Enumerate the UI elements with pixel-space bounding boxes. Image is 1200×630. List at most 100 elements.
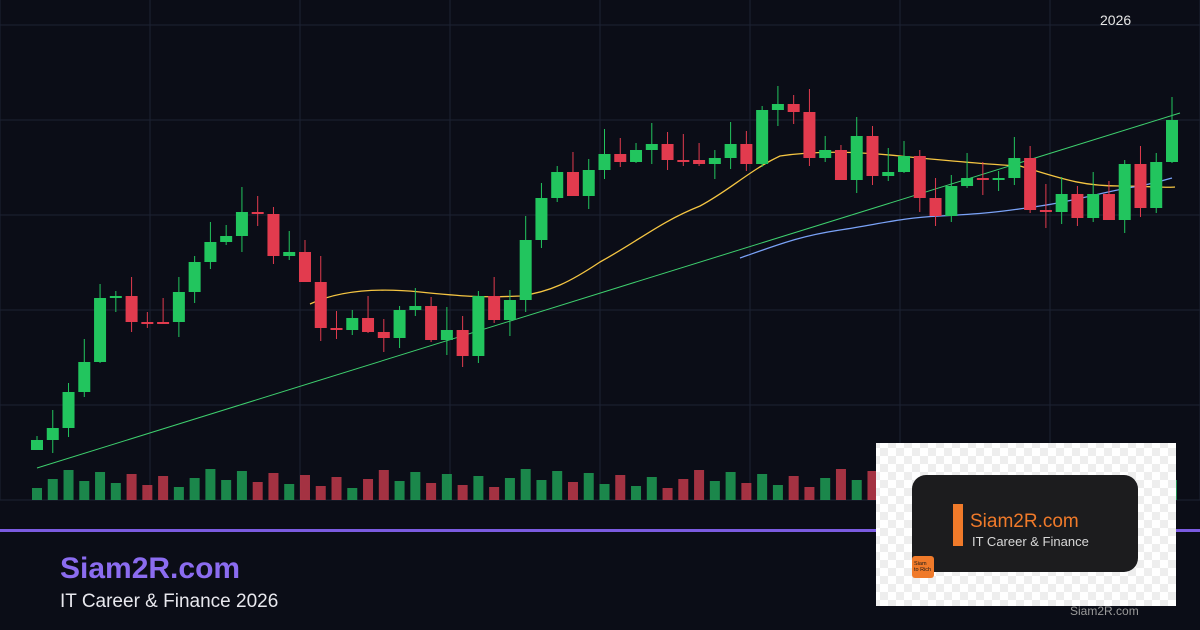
logo-icon-text: to Rich: [914, 567, 931, 573]
candle-body: [645, 144, 658, 150]
candle-body: [94, 298, 107, 362]
volume-bar: [331, 477, 342, 500]
candle-body: [834, 150, 847, 180]
candle-body: [693, 160, 706, 164]
volume-bar: [173, 487, 184, 500]
candle-body: [1087, 194, 1100, 218]
volume-bar: [378, 470, 389, 500]
candle-body: [1134, 164, 1147, 208]
moving-average-slow: [309, 151, 1176, 305]
candle-body: [1166, 120, 1178, 162]
candle-body: [882, 172, 895, 176]
brand-tagline: IT Career & Finance 2026: [60, 591, 278, 612]
candle-body: [157, 322, 170, 324]
candle-body: [488, 296, 501, 320]
candle-body: [1024, 158, 1037, 210]
volume-bar: [32, 488, 42, 500]
candle-body: [1008, 158, 1021, 178]
volume-bar: [631, 486, 642, 500]
volume-bar: [552, 471, 563, 500]
candle-body: [109, 296, 122, 298]
volume-bar: [583, 473, 594, 500]
candle-body: [235, 212, 248, 236]
candle-body: [503, 300, 516, 320]
volume-bar: [441, 474, 452, 500]
candle-body: [961, 178, 974, 186]
divider: [0, 529, 1200, 532]
logo-panel: [912, 475, 1138, 572]
volume-bar: [757, 474, 768, 500]
volume-bar: [158, 476, 169, 500]
logo-subtitle: IT Career & Finance: [972, 534, 1089, 549]
trend-line: [36, 112, 1181, 469]
candle-body: [913, 156, 926, 198]
candle-body: [551, 172, 564, 198]
candle-body: [519, 240, 532, 300]
candle-body: [141, 322, 154, 324]
volume-bar: [788, 476, 799, 500]
volume-bar: [804, 487, 815, 500]
volume-bar: [394, 481, 405, 500]
candle-body: [125, 296, 138, 322]
candle-body: [1102, 194, 1115, 220]
logo-icon: [912, 556, 934, 578]
volume-bar: [725, 472, 736, 500]
volume-bar: [678, 479, 689, 500]
candle-body: [472, 296, 485, 356]
candle-body: [819, 150, 832, 158]
candle-body: [740, 144, 753, 164]
candle-body: [756, 110, 769, 164]
candles: [31, 86, 1178, 453]
volume-bar: [299, 475, 310, 500]
candle-body: [677, 160, 690, 162]
candle-body: [31, 440, 43, 450]
candle-body: [393, 310, 406, 338]
candle-body: [283, 252, 296, 256]
volume-bar: [63, 470, 74, 500]
volume-bar: [205, 469, 216, 500]
candle-body: [724, 144, 737, 158]
volume-bar: [126, 474, 137, 500]
volume-bar: [504, 478, 515, 500]
candle-body: [220, 236, 233, 242]
candle-body: [945, 186, 958, 216]
candle-body: [251, 212, 264, 214]
candle-body: [787, 104, 800, 112]
candle-body: [1150, 162, 1163, 208]
candle-body: [425, 306, 438, 340]
candle-body: [535, 198, 548, 240]
candle-body: [614, 154, 627, 162]
volume-bar: [189, 478, 200, 500]
logo-title: Siam2R.com: [970, 511, 1079, 532]
volume-bar: [835, 469, 846, 500]
logo-icon-text: Siam: [914, 561, 927, 567]
volume-bar: [694, 470, 705, 500]
volume-bar: [741, 483, 752, 500]
volume-bar: [221, 480, 232, 500]
year-label: 2026: [1100, 12, 1131, 28]
candle-body: [1039, 210, 1052, 212]
volume-bar: [489, 487, 500, 500]
watermark: Siam2R.com: [1070, 604, 1139, 618]
candle-body: [598, 154, 611, 170]
candle-body: [330, 328, 343, 330]
volume-bar: [142, 485, 153, 500]
candle-body: [976, 178, 989, 180]
candle-body: [992, 178, 1005, 180]
volume-bar: [772, 485, 783, 500]
volume-bar: [867, 471, 878, 500]
volume-bar: [410, 472, 421, 500]
volume-bar: [363, 479, 374, 500]
candle-body: [456, 330, 469, 356]
volume-bar: [252, 482, 263, 500]
volume-bar: [520, 469, 531, 500]
volume-bar: [110, 483, 121, 500]
volume-bar: [347, 488, 358, 500]
candle-body: [346, 318, 359, 330]
candle-body: [929, 198, 942, 216]
volume-bar: [426, 483, 437, 500]
candle-body: [409, 306, 422, 310]
volume-bar: [284, 484, 295, 500]
